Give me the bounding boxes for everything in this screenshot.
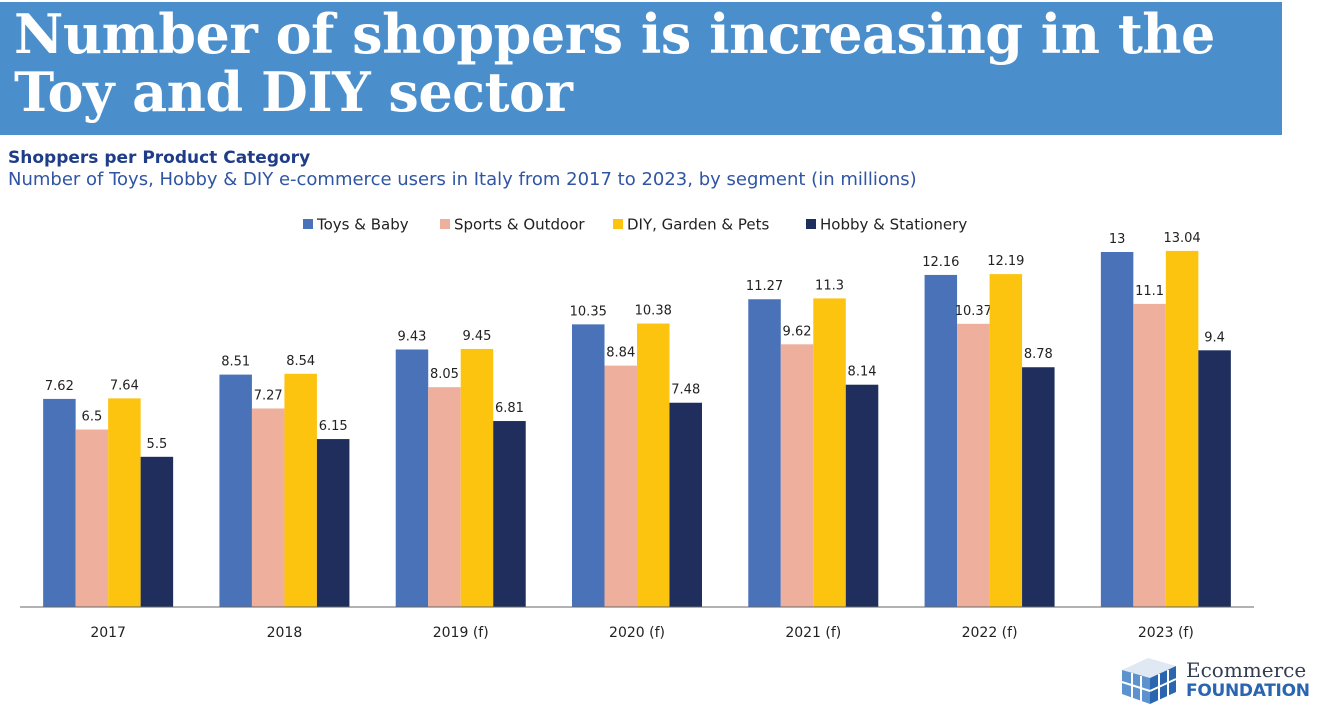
data-label: 9.45 [462,329,491,344]
page-title: Number of shoppers is increasing in the … [14,2,1215,124]
data-label: 10.38 [635,304,672,319]
bar [428,387,461,607]
data-label: 9.62 [783,324,812,339]
bar [669,402,702,607]
data-label: 13 [1109,232,1126,247]
bar [604,365,637,607]
title-banner: Number of shoppers is increasing in the … [0,2,1282,135]
data-label: 8.05 [430,367,459,382]
bar [460,348,494,607]
data-label: 8.14 [848,365,877,380]
legend-label: Hobby & Stationery [820,216,967,234]
data-label: 9.43 [397,329,426,344]
data-label: 7.64 [110,378,139,393]
bar [924,274,958,607]
data-label: 5.5 [147,437,168,452]
legend-swatch [440,219,450,229]
bar [957,323,990,607]
bar [284,373,317,607]
bar [251,408,285,607]
data-label: 6.81 [495,401,524,416]
bar [75,429,109,607]
data-label: 10.35 [570,304,607,319]
logo-text-ecommerce: Ecommerce [1186,658,1307,682]
chart-subtitle: Number of Toys, Hobby & DIY e-commerce u… [8,169,917,190]
bar [108,398,141,607]
chart-title: Shoppers per Product Category [8,148,311,168]
x-tick-label: 2019 (f) [433,625,489,641]
bar [572,324,605,607]
cube-logo-icon [1121,658,1177,704]
x-tick-label: 2020 (f) [609,625,665,641]
bar [1100,252,1134,607]
data-label: 11.27 [746,279,783,294]
data-label: 8.51 [221,355,250,370]
bar [316,439,350,607]
legend-swatch [613,219,623,229]
data-label: 13.04 [1163,231,1200,246]
x-tick-label: 2023 (f) [1138,625,1194,641]
bar [813,298,846,607]
ecommerce-foundation-logo: Ecommerce FOUNDATION [1118,650,1318,706]
data-label: 12.19 [987,254,1024,269]
x-tick-label: 2017 [90,625,126,641]
bar [1198,350,1231,607]
bar [140,456,174,607]
data-label: 8.54 [286,354,315,369]
data-label: 11.3 [815,278,844,293]
data-label: 7.62 [45,379,74,394]
bar [493,421,526,607]
data-label: 11.1 [1135,284,1164,299]
bar [780,344,814,607]
x-tick-label: 2018 [267,625,303,641]
legend-label: Toys & Baby [316,216,409,234]
bar [1022,367,1055,607]
bar [637,323,670,607]
logo-text-foundation: FOUNDATION [1186,681,1310,701]
data-label: 10.37 [955,304,992,319]
data-label: 8.78 [1024,347,1053,362]
legend-swatch [303,219,313,229]
bar [43,398,76,607]
data-label: 6.15 [319,419,348,434]
legend-label: Sports & Outdoor [454,216,585,234]
data-label: 6.5 [82,410,103,425]
data-label: 7.48 [671,383,700,398]
bar [1165,250,1199,607]
data-label: 12.16 [922,255,959,270]
bar [989,274,1023,607]
legend-label: DIY, Garden & Pets [627,216,770,234]
bar [845,384,879,607]
x-tick-label: 2022 (f) [962,625,1018,641]
bar [748,299,781,607]
bar [395,349,429,607]
x-tick-label: 2021 (f) [785,625,841,641]
data-label: 7.27 [254,388,283,403]
data-label: 8.84 [606,346,635,361]
bar [219,374,252,607]
legend-swatch [806,219,816,229]
data-label: 9.4 [1204,330,1225,345]
bar [1133,303,1166,607]
